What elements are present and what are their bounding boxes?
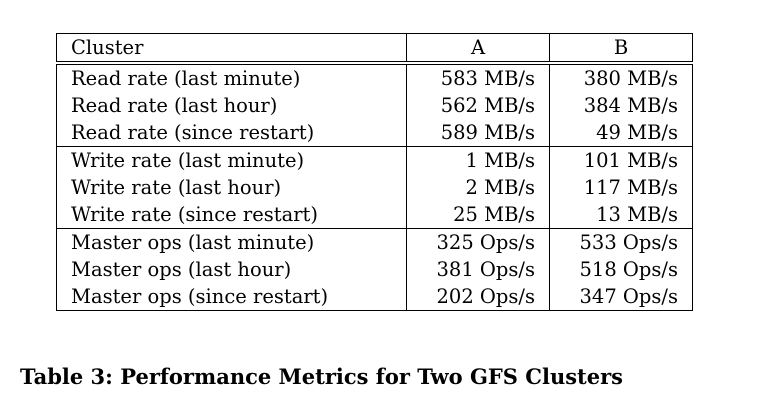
cell-a: 583 MB/s	[406, 61, 550, 92]
cell-b: 533 Ops/s	[549, 228, 693, 256]
table-row: Write rate (last hour) 2 MB/s 117 MB/s	[56, 174, 693, 201]
table-row: Read rate (since restart) 589 MB/s 49 MB…	[56, 119, 693, 147]
table-row: Master ops (since restart) 202 Ops/s 347…	[56, 283, 693, 311]
cell-b: 347 Ops/s	[549, 283, 693, 311]
row-label: Read rate (last minute)	[56, 61, 407, 92]
header-row: Cluster A B	[56, 33, 693, 64]
header-cluster-b: B	[549, 33, 693, 64]
cell-a: 589 MB/s	[406, 119, 550, 147]
header-cluster: Cluster	[56, 33, 407, 64]
table-row: Write rate (last minute) 1 MB/s 101 MB/s	[56, 146, 693, 174]
read-rate-group: Read rate (last minute) 583 MB/s 380 MB/…	[56, 61, 693, 147]
cell-a: 2 MB/s	[406, 174, 550, 201]
row-label: Master ops (last minute)	[56, 228, 407, 256]
cell-b: 13 MB/s	[549, 201, 693, 229]
cell-a: 381 Ops/s	[406, 256, 550, 283]
table-row: Master ops (last minute) 325 Ops/s 533 O…	[56, 228, 693, 256]
cell-a: 25 MB/s	[406, 201, 550, 229]
master-ops-group: Master ops (last minute) 325 Ops/s 533 O…	[56, 228, 693, 311]
table-row: Read rate (last minute) 583 MB/s 380 MB/…	[56, 61, 693, 92]
row-label: Master ops (since restart)	[56, 283, 407, 311]
cell-b: 518 Ops/s	[549, 256, 693, 283]
row-label: Write rate (last hour)	[56, 174, 407, 201]
cell-b: 101 MB/s	[549, 146, 693, 174]
table-caption: Table 3: Performance Metrics for Two GFS…	[20, 364, 623, 389]
table-row: Master ops (last hour) 381 Ops/s 518 Ops…	[56, 256, 693, 283]
write-rate-group: Write rate (last minute) 1 MB/s 101 MB/s…	[56, 146, 693, 229]
row-label: Read rate (since restart)	[56, 119, 407, 147]
cell-b: 49 MB/s	[549, 119, 693, 147]
row-label: Write rate (last minute)	[56, 146, 407, 174]
cell-b: 117 MB/s	[549, 174, 693, 201]
row-label: Master ops (last hour)	[56, 256, 407, 283]
cell-a: 202 Ops/s	[406, 283, 550, 311]
row-label: Read rate (last hour)	[56, 92, 407, 119]
table-row: Read rate (last hour) 562 MB/s 384 MB/s	[56, 92, 693, 119]
cell-b: 380 MB/s	[549, 61, 693, 92]
table-row: Write rate (since restart) 25 MB/s 13 MB…	[56, 201, 693, 229]
cell-a: 562 MB/s	[406, 92, 550, 119]
performance-metrics-table: Cluster A B Read rate (last minute) 583 …	[56, 33, 693, 311]
header-cluster-a: A	[406, 33, 550, 64]
cell-b: 384 MB/s	[549, 92, 693, 119]
cell-a: 1 MB/s	[406, 146, 550, 174]
row-label: Write rate (since restart)	[56, 201, 407, 229]
cell-a: 325 Ops/s	[406, 228, 550, 256]
table-header: Cluster A B	[56, 33, 693, 64]
